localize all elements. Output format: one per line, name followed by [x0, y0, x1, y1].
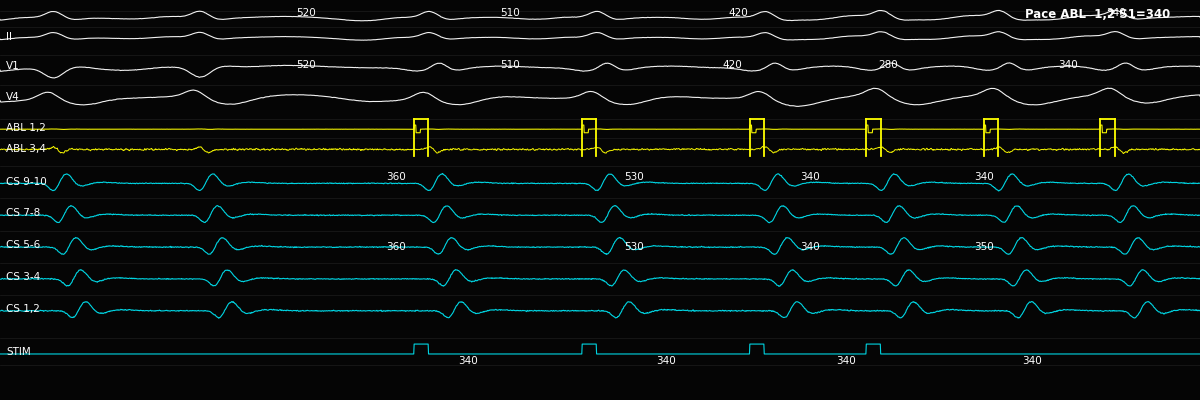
Text: V1: V1 — [6, 61, 19, 71]
Text: 340: 340 — [458, 356, 478, 366]
Text: 420: 420 — [728, 8, 748, 18]
Text: 340: 340 — [656, 356, 676, 366]
Text: 360: 360 — [386, 242, 406, 252]
Text: 340: 340 — [1058, 60, 1078, 70]
Text: 340: 340 — [800, 242, 820, 252]
Text: 530: 530 — [624, 172, 643, 182]
Text: 420: 420 — [722, 60, 742, 70]
Text: CS 9-10: CS 9-10 — [6, 176, 47, 186]
Text: Pace ABL  1,2 S1=340: Pace ABL 1,2 S1=340 — [1025, 8, 1170, 21]
Text: 510: 510 — [500, 8, 520, 18]
Text: II: II — [6, 32, 12, 42]
Text: 510: 510 — [500, 60, 520, 70]
Text: V4: V4 — [6, 92, 19, 102]
Text: CS 3-4: CS 3-4 — [6, 272, 41, 282]
Text: 340: 340 — [1106, 8, 1126, 18]
Text: 340: 340 — [1022, 356, 1042, 366]
Text: ABL 1,2: ABL 1,2 — [6, 124, 46, 134]
Text: CS 7-8: CS 7-8 — [6, 208, 41, 218]
Text: CS 1,2: CS 1,2 — [6, 304, 40, 314]
Text: 280: 280 — [878, 60, 898, 70]
Text: 340: 340 — [974, 172, 994, 182]
Text: 350: 350 — [974, 242, 994, 252]
Text: ABL 3,4: ABL 3,4 — [6, 144, 46, 154]
Text: 530: 530 — [624, 242, 643, 252]
Text: 340: 340 — [800, 172, 820, 182]
Text: 520: 520 — [296, 8, 316, 18]
Text: 340: 340 — [836, 356, 856, 366]
Text: 520: 520 — [296, 60, 316, 70]
Text: STIM: STIM — [6, 347, 31, 357]
Text: 360: 360 — [386, 172, 406, 182]
Text: CS 5-6: CS 5-6 — [6, 240, 41, 250]
